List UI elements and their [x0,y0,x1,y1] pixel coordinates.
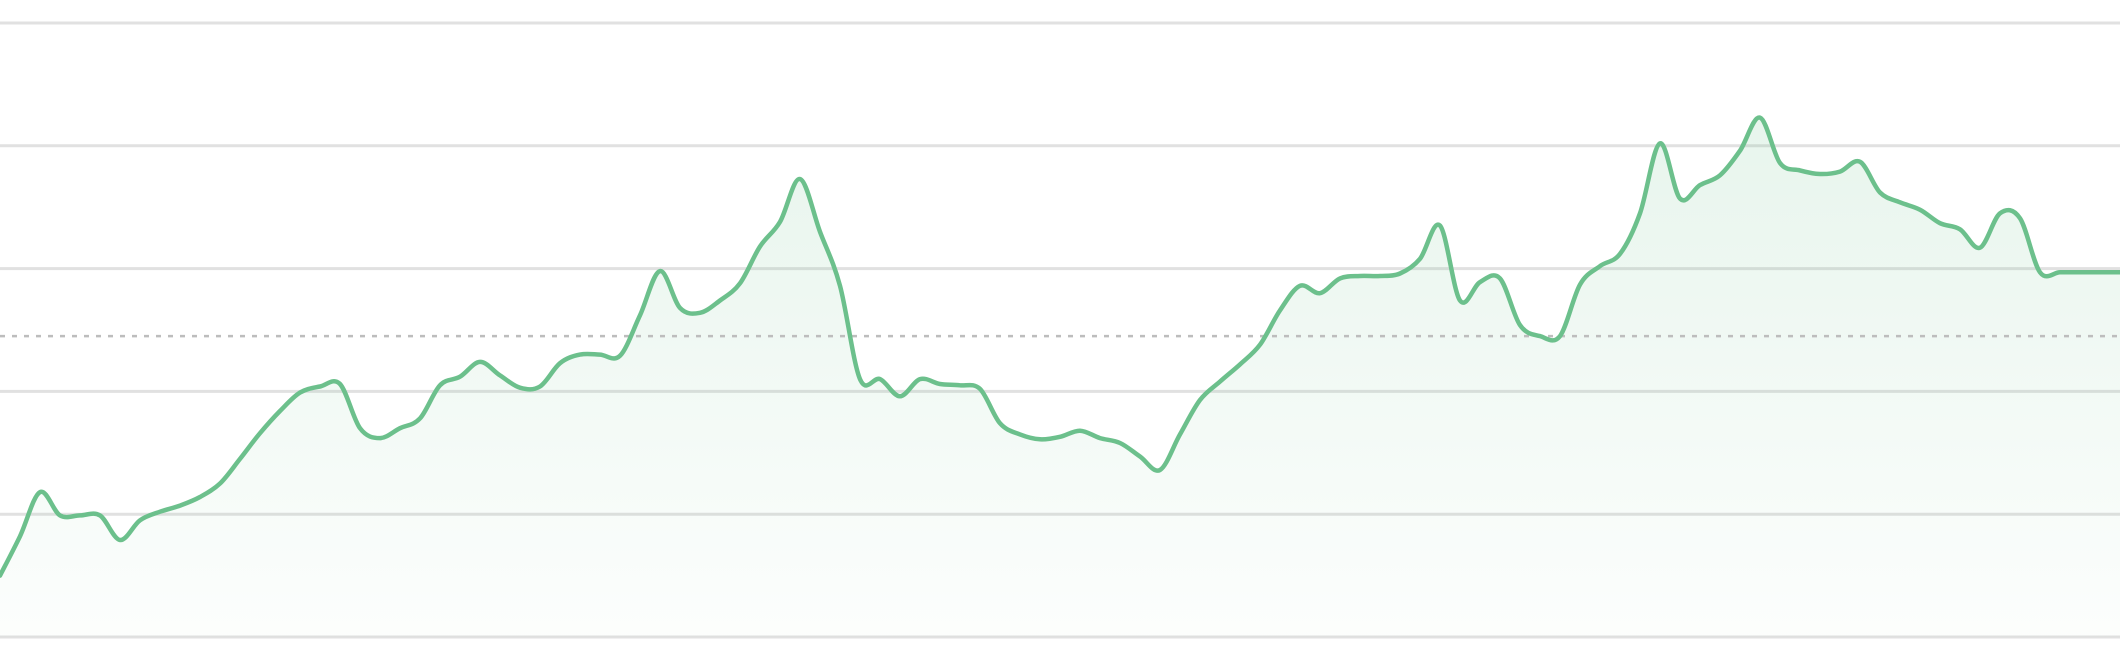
series-area [0,117,2120,638]
series-line [0,115,2120,578]
